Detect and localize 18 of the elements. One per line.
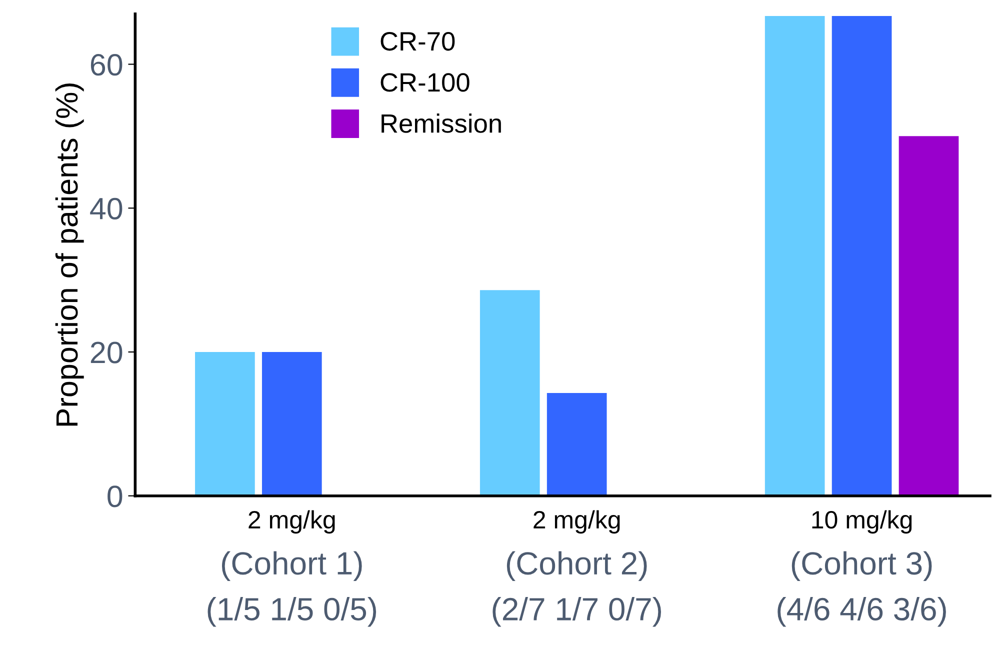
bar — [546, 392, 607, 496]
x-tick-label: 10 mg/kg (Cohort 3) (4/6 4/6 3/6) — [778, 510, 946, 627]
bar — [764, 16, 825, 496]
bar — [898, 136, 959, 496]
legend-label: Remission — [382, 114, 501, 133]
legend-label: CR-70 — [380, 32, 455, 51]
bar — [195, 352, 255, 496]
x-tick-label: 2 mg/kg (Cohort 2) (2/7 1/7 0/7) — [492, 510, 661, 627]
y-tick-label: 20 — [90, 342, 122, 364]
y-tick-label: 40 — [90, 198, 122, 220]
y-axis-title: Proportion of patients (%) — [55, 84, 84, 426]
x-tick-label: 2 mg/kg (Cohort 1) (1/5 1/5 0/5) — [208, 510, 376, 627]
bar — [262, 352, 322, 496]
bar — [832, 16, 892, 496]
bar — [480, 290, 540, 496]
legend-label: CR-100 — [380, 73, 470, 92]
y-tick-label: 60 — [90, 54, 122, 76]
y-tick-label: 0 — [108, 486, 122, 508]
